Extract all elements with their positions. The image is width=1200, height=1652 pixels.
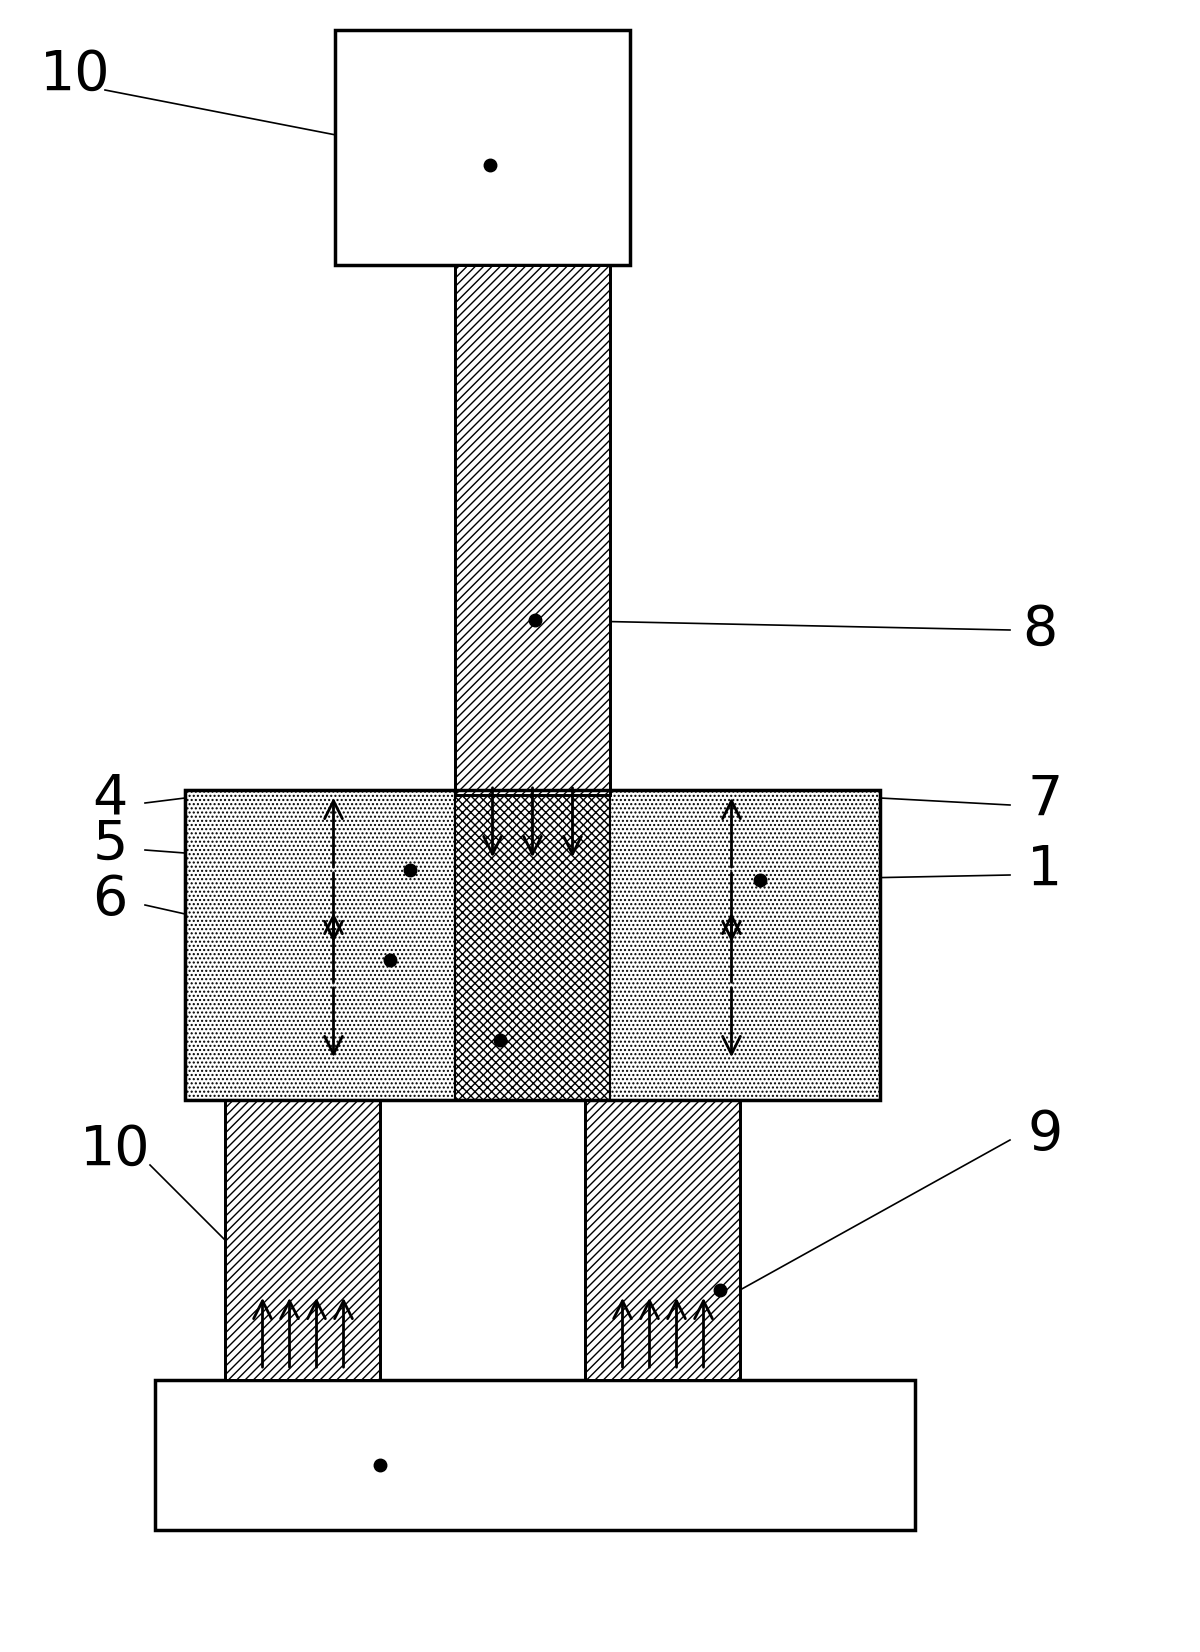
Bar (455, 264, 610, 795)
Text: 5: 5 (92, 818, 127, 872)
Text: 1: 1 (1027, 843, 1063, 897)
Bar (226, 1100, 380, 1379)
Bar (455, 264, 610, 795)
Text: 6: 6 (92, 872, 127, 927)
Bar (455, 790, 610, 1100)
Bar (586, 1100, 740, 1379)
Text: 8: 8 (1022, 603, 1057, 657)
Text: 4: 4 (92, 771, 127, 824)
Text: 10: 10 (40, 48, 110, 102)
Bar (335, 30, 630, 264)
Text: 7: 7 (1027, 773, 1063, 828)
Bar (155, 1379, 916, 1530)
Bar (610, 790, 880, 1100)
Bar (226, 1100, 380, 1379)
Text: 10: 10 (79, 1123, 150, 1176)
Bar (185, 790, 880, 1100)
Text: 9: 9 (1027, 1108, 1063, 1161)
Bar (185, 790, 455, 1100)
Bar (586, 1100, 740, 1379)
